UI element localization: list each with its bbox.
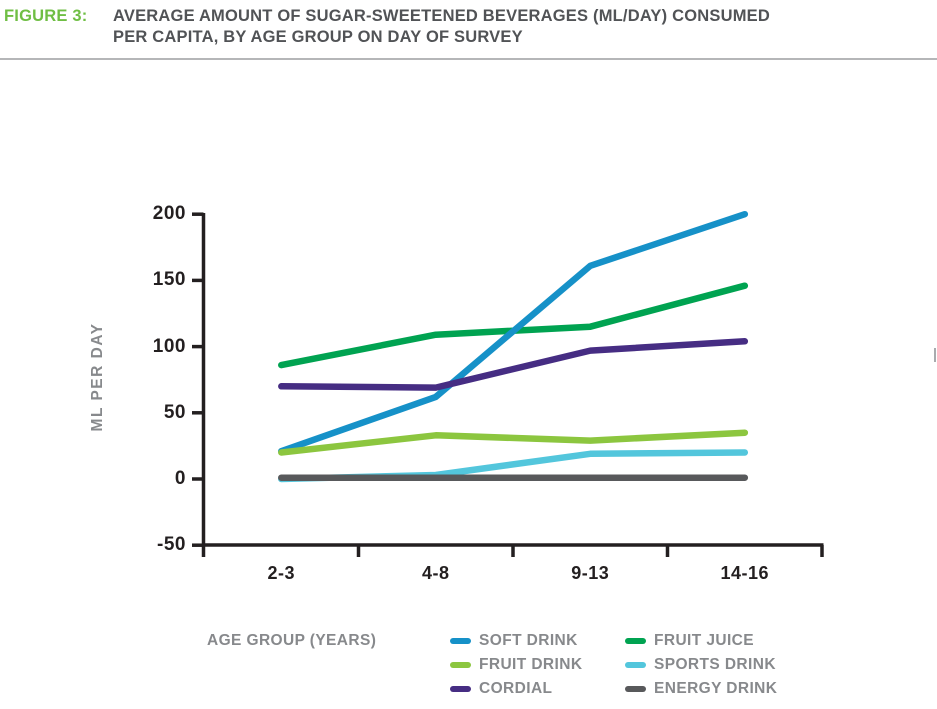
legend-label: ENERGY DRINK xyxy=(654,680,778,697)
x-tick-label: 14-16 xyxy=(720,563,770,583)
cropped-artifact xyxy=(934,348,936,362)
legend-item-soft-drink: SOFT DRINK xyxy=(450,632,578,650)
legend-item-sports-drink: SPORTS DRINK xyxy=(625,656,776,674)
figure-label: FIGURE 3: xyxy=(4,7,88,25)
x-axis-ticks xyxy=(356,545,824,557)
figure-title-line1: AVERAGE AMOUNT OF SUGAR-SWEETENED BEVERA… xyxy=(113,7,770,25)
legend-swatch-sports-drink xyxy=(625,662,646,668)
legend-swatch-fruit-juice xyxy=(625,638,646,644)
legend-label: CORDIAL xyxy=(479,680,553,697)
legend-swatch-energy-drink xyxy=(625,686,646,692)
legend-label: SOFT DRINK xyxy=(479,632,578,649)
y-axis-ticks xyxy=(192,212,204,547)
figure-title-line2: PER CAPITA, BY AGE GROUP ON DAY OF SURVE… xyxy=(113,28,523,46)
y-tick-label: -50 xyxy=(157,534,186,556)
legend-swatch-fruit-drink xyxy=(450,662,471,668)
x-axis-title: AGE GROUP (YEARS) xyxy=(207,632,377,649)
legend-label: FRUIT JUICE xyxy=(654,632,754,649)
series-line-fruit-drink xyxy=(278,429,749,456)
header-divider xyxy=(0,58,937,60)
series-line-fruit-juice xyxy=(278,282,749,369)
y-tick-label: 150 xyxy=(152,269,186,291)
x-tick-label: 2-3 xyxy=(267,563,295,583)
series-line-cordial xyxy=(278,338,749,391)
series-line-soft-drink xyxy=(278,210,749,455)
legend-swatch-cordial xyxy=(450,686,471,692)
x-tick-label: 9-13 xyxy=(571,563,610,583)
legend-item-cordial: CORDIAL xyxy=(450,680,552,698)
y-tick-label: 200 xyxy=(152,203,186,225)
y-tick-label: 100 xyxy=(152,335,186,357)
legend-item-fruit-juice: FRUIT JUICE xyxy=(625,632,754,650)
legend-swatch-soft-drink xyxy=(450,638,471,644)
legend-item-fruit-drink: FRUIT DRINK xyxy=(450,656,582,674)
y-tick-label: 50 xyxy=(163,401,186,423)
y-tick-label: 0 xyxy=(174,468,186,489)
x-tick-label: 4-8 xyxy=(421,563,450,583)
legend-label: FRUIT DRINK xyxy=(479,656,583,673)
legend-label: SPORTS DRINK xyxy=(654,656,776,673)
legend-item-energy-drink: ENERGY DRINK xyxy=(625,680,777,698)
